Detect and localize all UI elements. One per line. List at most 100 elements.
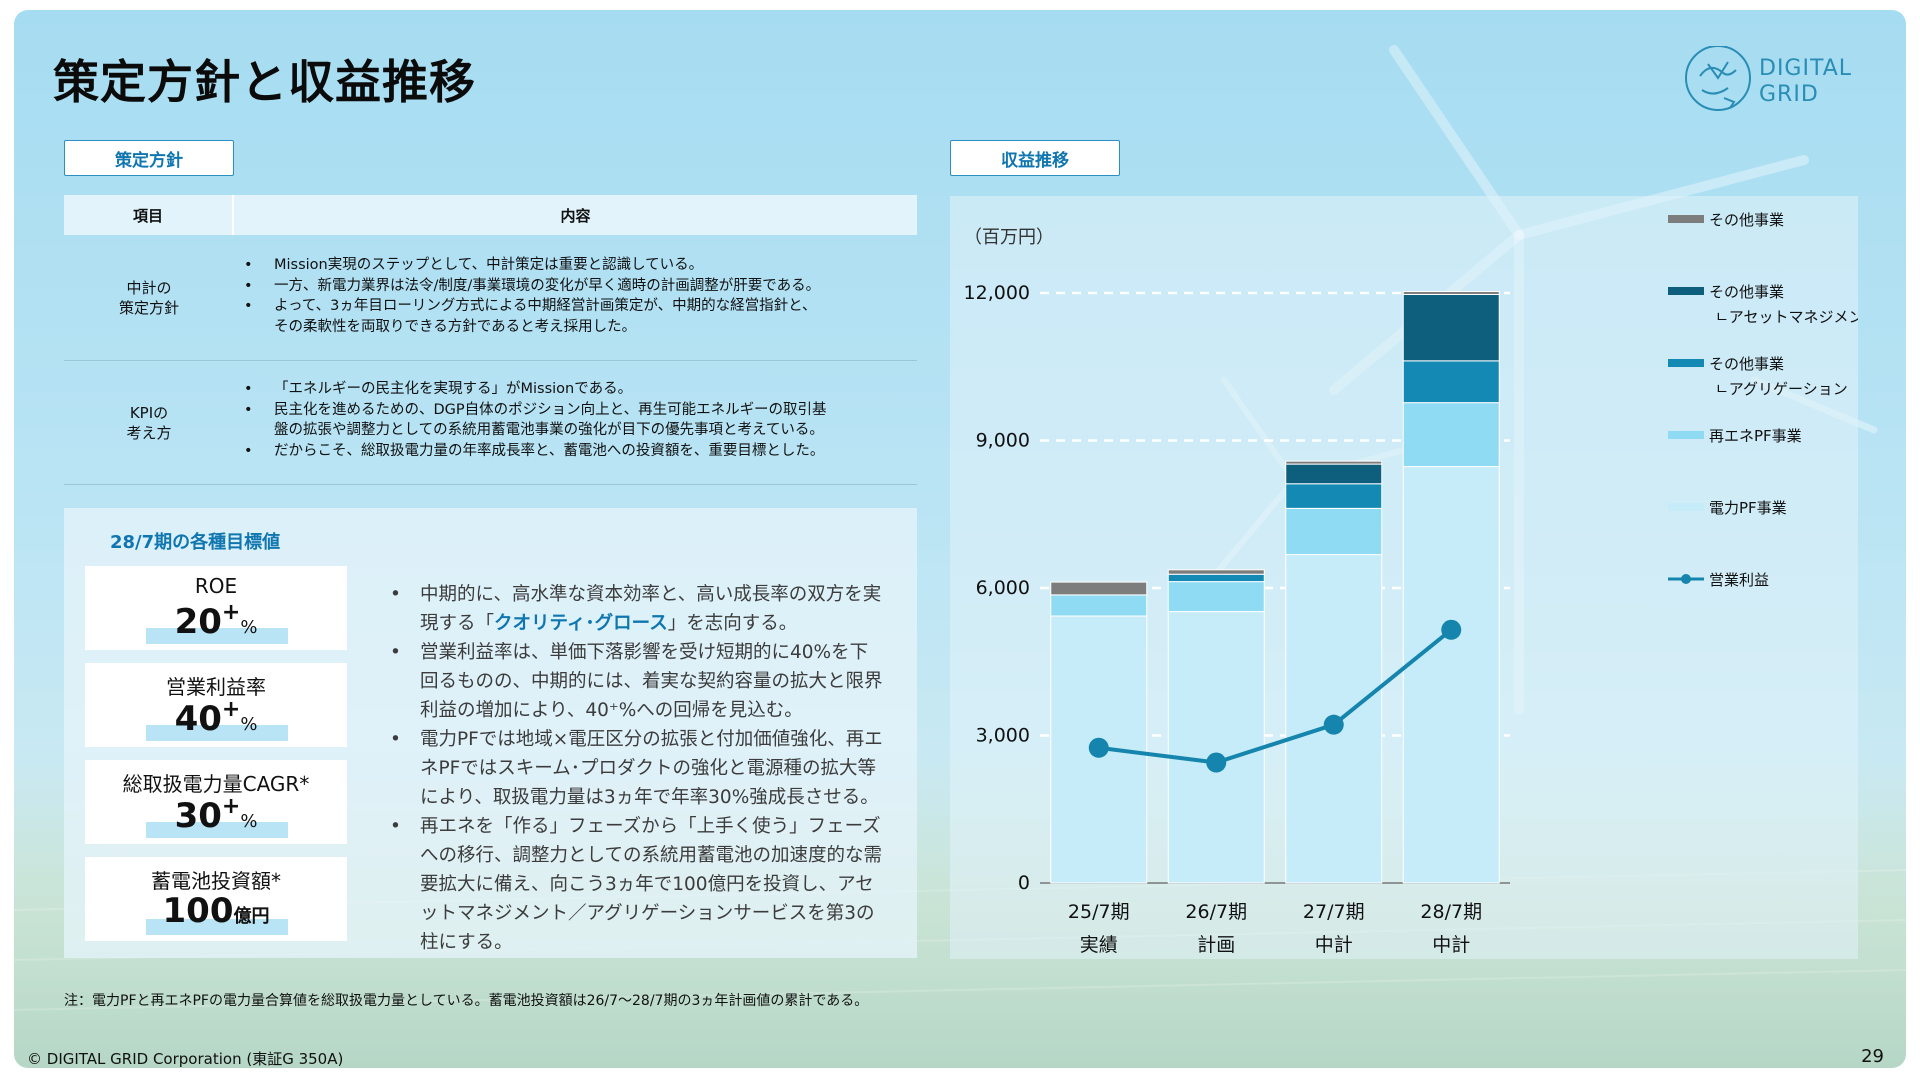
bar-segment: [1285, 463, 1383, 485]
bar-segment: [1167, 581, 1265, 613]
operating-profit-point: [1441, 619, 1462, 640]
x-tick-label: 26/7期: [1185, 901, 1247, 923]
kpi-name: ROE: [194, 574, 238, 598]
operating-profit-line: [1098, 628, 1453, 765]
copyright: © DIGITAL GRID Corporation (東証G 350A): [27, 1050, 344, 1068]
legend-label: 電力PF事業: [1709, 499, 1787, 517]
kpi-highlight: [146, 822, 288, 838]
legend-swatch: [1668, 431, 1704, 439]
bullet-item: 再エネを「作る」フェーズから「上手く使う」フェーズへの移行、調整力としての系統用…: [384, 812, 884, 957]
revenue-tab: 収益推移: [950, 140, 1120, 176]
unit-label: （百万円）: [964, 227, 1054, 248]
row-point: 一方、新電力業界は法令/制度/事業環境の変化が早く適時の計画調整が肝要である。: [234, 276, 820, 297]
legend-label: ㄴアグリゲーション: [1715, 380, 1848, 398]
kpi-card-cagr: 総取扱電力量CAGR* 30+%: [85, 760, 347, 844]
logo-line1: DIGITAL: [1759, 56, 1853, 81]
table-row: 中計の 策定方針 Mission実現のステップとして、中計策定は重要と認識してい…: [64, 235, 917, 361]
digital-grid-logo: [1685, 46, 1751, 111]
highlight-quality-growth: クオリティ･グロース: [494, 613, 668, 634]
table-header: 項目 内容: [64, 195, 917, 235]
kpi-value: 100億円: [162, 891, 270, 931]
kpi-name: 蓄電池投資額*: [151, 869, 281, 893]
page-number: 29: [1861, 1046, 1884, 1067]
targets-bullets: 中期的に、高水準な資本効率と、高い成長率の双方を実現する「クオリティ･グロース」…: [384, 580, 884, 957]
legend-label: 営業利益: [1709, 571, 1769, 589]
operating-profit-point: [1323, 714, 1344, 735]
y-tick-label: 0: [1018, 872, 1030, 894]
targets-panel: 28/7期の各種目標値 ROE 20+% 営業利益率 40+% 総取扱電力量CA…: [64, 508, 917, 958]
legend-swatch: [1668, 215, 1704, 223]
row-point: だからこそ、総取扱電力量の年率成長率と、蓄電池への投資額を、重要目標とした。: [234, 441, 827, 462]
bar-segment: [1402, 402, 1500, 468]
kpi-card-roe: ROE 20+%: [85, 566, 347, 650]
y-tick-label: 3,000: [976, 725, 1030, 747]
bar-segment: [1167, 573, 1265, 583]
bar-segment: [1402, 291, 1500, 295]
bullet-item: 営業利益率は、単価下落影響を受け短期的に40%を下回るものの、中期的には、着実な…: [384, 638, 884, 725]
kpi-highlight: [146, 725, 288, 741]
x-tick-label: 28/7期: [1420, 901, 1482, 923]
kpi-value: 20+%: [174, 600, 258, 642]
policy-table: 項目 内容 中計の 策定方針 Mission実現のステップとして、中計策定は重要…: [64, 195, 917, 485]
legend-swatch: [1668, 287, 1704, 295]
kpi-value: 40+%: [174, 697, 258, 739]
legend-label: その他事業: [1709, 355, 1784, 373]
kpi-name: 営業利益率: [166, 675, 266, 699]
bullet-item: 電力PFでは地域×電圧区分の拡張と付加価値強化、再エネPFではスキーム･プロダク…: [384, 725, 884, 812]
legend-label: その他事業: [1709, 211, 1784, 229]
kpi-value: 30+%: [174, 794, 258, 836]
legend-label: その他事業: [1709, 283, 1784, 301]
bullet-item: 中期的に、高水準な資本効率と、高い成長率の双方を実現する「クオリティ･グロース」…: [384, 580, 884, 638]
page-title: 策定方針と収益推移: [53, 55, 476, 109]
row-point: 民主化を進めるための、DGP自体のポジション向上と、再生可能エネルギーの取引基 …: [234, 400, 827, 441]
bar-segment: [1285, 460, 1383, 465]
x-tick-sublabel: 実績: [1080, 934, 1118, 956]
operating-profit-point: [1088, 737, 1109, 758]
header-item: 項目: [64, 195, 234, 235]
row-point: Mission実現のステップとして、中計策定は重要と認識している。: [234, 255, 820, 276]
legend-swatch: [1668, 359, 1704, 367]
bar-segment: [1050, 594, 1148, 617]
row-point: よって、3ヵ年目ローリング方式による中期経営計画策定が、中期的な経営指針と、 そ…: [234, 296, 820, 337]
logo-wordmark: DIGITAL GRID: [1759, 56, 1852, 108]
policy-tab: 策定方針: [64, 140, 234, 176]
x-tick-sublabel: 中計: [1315, 934, 1353, 956]
table-row: KPIの 考え方 「エネルギーの民主化を実現する」がMissionである。 民主…: [64, 361, 917, 485]
legend-line-marker: [1681, 574, 1691, 584]
legend-label: 再エネPF事業: [1709, 427, 1802, 445]
bar-segment: [1050, 581, 1148, 596]
footnote: 注：電力PFと再エネPFの電力量合算値を総取扱電力量としている。蓄電池投資額は2…: [64, 993, 869, 1009]
targets-title: 28/7期の各種目標値: [110, 532, 281, 553]
legend-swatch: [1668, 503, 1704, 511]
slide: 策定方針と収益推移 DIGITAL GRID 策定方針 収益推移 項目 内容 中…: [14, 10, 1906, 1068]
kpi-name: 総取扱電力量CAGR*: [122, 772, 310, 796]
bar-segment: [1167, 569, 1265, 575]
x-tick-sublabel: 計画: [1197, 934, 1235, 956]
kpi-highlight: [146, 919, 288, 935]
legend-label: ㄴアセットマネジメント: [1715, 308, 1858, 326]
bar-segment: [1402, 360, 1500, 404]
bar-segment: [1285, 483, 1383, 509]
operating-profit-point: [1206, 752, 1227, 773]
kpi-card-battery-investment: 蓄電池投資額* 100億円: [85, 857, 347, 941]
row-points: 「エネルギーの民主化を実現する」がMissionである。 民主化を進めるための、…: [234, 361, 847, 484]
y-tick-label: 6,000: [976, 577, 1030, 599]
bar-segment: [1167, 611, 1265, 884]
x-tick-sublabel: 中計: [1432, 934, 1470, 956]
bar-segment: [1402, 466, 1500, 884]
row-label: KPIの 考え方: [126, 403, 172, 442]
row-point: 「エネルギーの民主化を実現する」がMissionである。: [234, 379, 827, 400]
kpi-highlight: [146, 628, 288, 644]
bar-segment: [1402, 293, 1500, 362]
bar-segment: [1285, 507, 1383, 556]
x-tick-label: 27/7期: [1303, 901, 1365, 923]
logo-line2: GRID: [1759, 82, 1819, 107]
y-tick-label: 12,000: [964, 282, 1030, 304]
row-label: 中計の 策定方針: [118, 278, 179, 317]
header-content: 内容: [560, 206, 591, 225]
kpi-card-operating-margin: 営業利益率 40+%: [85, 663, 347, 747]
x-tick-label: 25/7期: [1068, 901, 1130, 923]
row-points: Mission実現のステップとして、中計策定は重要と認識している。 一方、新電力…: [234, 235, 840, 360]
y-tick-label: 9,000: [976, 430, 1030, 452]
